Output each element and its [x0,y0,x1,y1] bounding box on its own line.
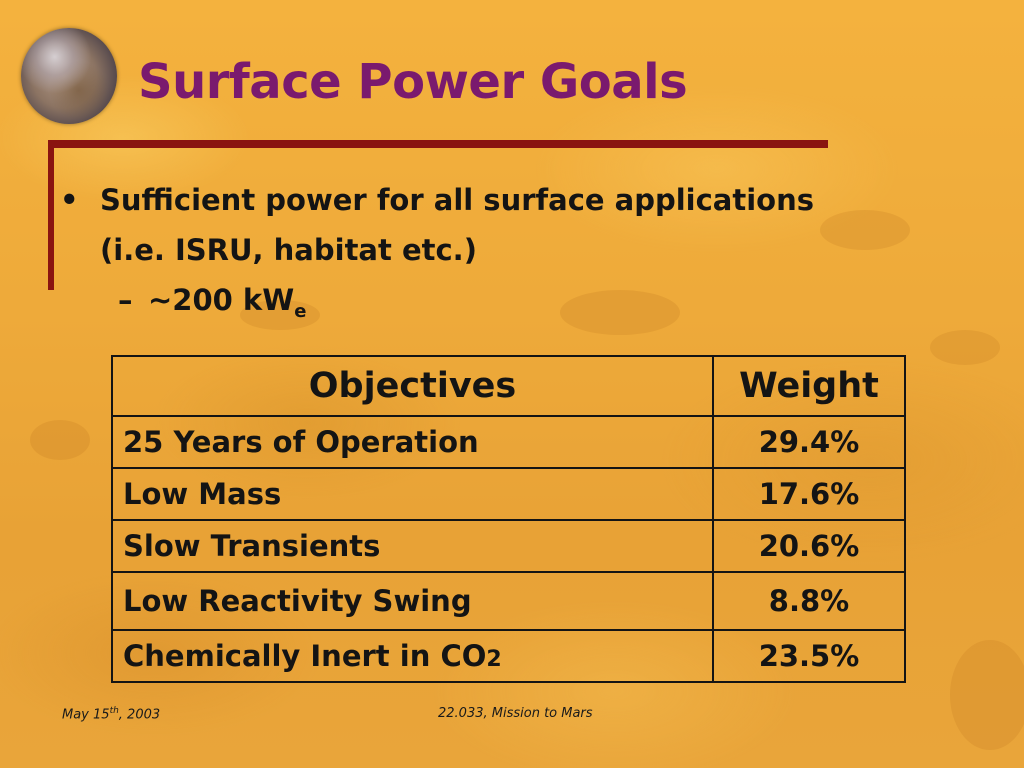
bullet-item-continuation: (i.e. ISRU, habitat etc.) [60,233,814,283]
column-header-weight: Weight [712,355,906,417]
background-rock [950,640,1024,750]
weight-cell: 8.8% [712,571,906,631]
objectives-table: Objectives Weight 25 Years of Operation … [111,355,906,683]
footer-date: May 15th, 2003 [62,706,161,723]
background-rock [240,300,320,330]
objective-cell: Low Reactivity Swing [111,571,714,631]
weight-cell: 20.6% [712,519,906,573]
background-rock [560,290,680,335]
objective-cell: Low Mass [111,467,714,521]
bullet-dot-icon: • [60,183,79,217]
bullet-text-line1: Sufficient power for all surface applica… [100,183,815,217]
sub-bullet-text: ~200 kWe [148,283,307,322]
table-row: 25 Years of Operation 29.4% [111,415,906,469]
table-row: Slow Transients 20.6% [111,519,906,573]
mars-globe-icon [21,28,117,124]
weight-cell: 29.4% [712,415,906,469]
footer-course: 22.033, Mission to Mars [438,706,593,721]
bullet-list: • Sufficient power for all surface appli… [60,183,814,322]
title-rule-horizontal [48,140,828,148]
sub-bullet-dash-icon: – [118,283,133,317]
bullet-text-line2: (i.e. ISRU, habitat etc.) [100,233,477,267]
table-row: Low Mass 17.6% [111,467,906,521]
title-rule-vertical [48,140,54,290]
background-rock [30,420,90,460]
weight-cell: 23.5% [712,629,906,683]
slide-title: Surface Power Goals [138,54,688,110]
bullet-item: • Sufficient power for all surface appli… [60,183,814,233]
weight-cell: 17.6% [712,467,906,521]
objective-cell: 25 Years of Operation [111,415,714,469]
table-header-row: Objectives Weight [111,355,906,417]
background-rock [930,330,1000,365]
table-row: Chemically Inert in CO2 23.5% [111,629,906,683]
objective-cell: Chemically Inert in CO2 [111,629,714,683]
objective-cell: Slow Transients [111,519,714,573]
background-rock [820,210,910,250]
column-header-objectives: Objectives [111,355,714,417]
sub-bullet-item: – ~200 kWe [118,283,814,322]
table-row: Low Reactivity Swing 8.8% [111,571,906,631]
